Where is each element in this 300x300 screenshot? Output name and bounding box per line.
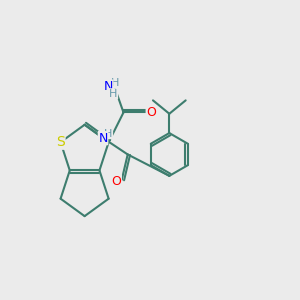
Text: O: O xyxy=(112,175,122,188)
Text: H: H xyxy=(110,78,119,88)
Text: S: S xyxy=(56,135,65,149)
Text: N: N xyxy=(98,132,108,145)
Text: H: H xyxy=(104,129,112,139)
Text: O: O xyxy=(146,106,156,119)
Text: N: N xyxy=(103,80,113,93)
Text: H: H xyxy=(109,89,118,99)
